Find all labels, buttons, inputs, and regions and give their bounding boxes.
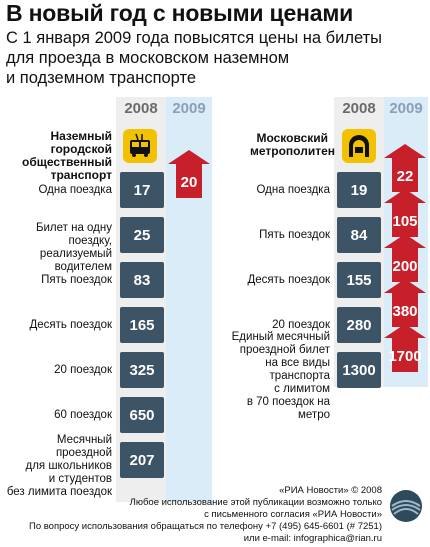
price-increase-arrow <box>168 150 210 203</box>
price-increase-arrow <box>384 234 426 287</box>
category-line: Московский <box>256 131 328 145</box>
price-2009-value: 200 <box>392 258 418 275</box>
ria-novosti-logo <box>390 490 422 522</box>
category-line: метрополитен <box>250 144 336 158</box>
fare-label: Билет на одну поездку, реализуемый водите… <box>2 222 112 274</box>
fare-label: Месячный проездной для школьников и студен… <box>2 434 112 499</box>
footer-line: По вопросу использования обращаться по т… <box>28 521 382 532</box>
footer-line: или e-mail: infographica@rian.ru <box>243 533 382 544</box>
price-2008-box: 83 <box>120 262 164 298</box>
price-2009-value: 1700 <box>388 348 422 365</box>
fare-label: Десять поездок <box>2 319 112 332</box>
fare-label-line: Одна поездка <box>256 183 330 196</box>
fare-label: Одна поездка <box>224 184 330 197</box>
year-2009-label: 2009 <box>172 100 206 117</box>
fare-label-line: Билет на одну поездку, <box>35 222 112 247</box>
price-increase-arrow <box>384 144 426 197</box>
page-title: В новый год с новыми ценами <box>6 0 354 26</box>
fare-label-line: 60 поездок <box>54 408 112 421</box>
fare-label-line: и студентов <box>48 473 112 485</box>
subtitle: С 1 января 2009 года повысятся цены на б… <box>6 28 426 88</box>
price-2008-box: 84 <box>337 217 381 253</box>
subtitle-line: и подземном транспорте <box>6 69 197 87</box>
fare-label-line: с лимитом <box>274 383 330 395</box>
fare-label-line: 20 поездок <box>54 363 112 376</box>
price-2008-box: 165 <box>120 307 164 343</box>
year-2009-label: 2009 <box>389 100 423 117</box>
price-increase-arrow <box>384 324 426 377</box>
category-line: Наземный городской <box>50 129 112 156</box>
year-2008-label: 2008 <box>124 100 158 117</box>
price-2008-box: 650 <box>120 397 164 433</box>
price-increase-arrow <box>384 189 426 242</box>
price-2008-box: 280 <box>337 307 381 343</box>
footer-line: с письменного согласия «РИА Новости» <box>204 509 382 520</box>
fare-label: Пять поездок <box>2 274 112 287</box>
fare-label: 20 поездок <box>224 319 330 332</box>
fare-label-line: на все виды <box>265 357 330 369</box>
fare-label-line: в 70 поездок на метро <box>246 396 330 421</box>
price-2008-box: 1300 <box>337 352 381 388</box>
footer-line: «РИА Новости» © 2008 <box>279 485 382 496</box>
category-line: общественный <box>22 155 112 169</box>
price-2008-box: 155 <box>337 262 381 298</box>
fare-label-line: Месячный проездной <box>55 434 112 459</box>
category-line: транспорт <box>50 168 112 182</box>
surface-transport-title: Наземный городской общественный транспор… <box>0 130 112 182</box>
year-2008-label: 2008 <box>342 100 376 117</box>
price-2008-box: 17 <box>120 172 164 208</box>
footer-credits: «РИА Новости» © 2008 Любое использование… <box>2 485 382 545</box>
subtitle-line: для проезда в московском наземном <box>6 49 290 67</box>
fare-label-line: 20 поездок <box>272 318 330 331</box>
metro-title: Московский метрополитен <box>250 131 336 158</box>
price-2008-box: 207 <box>120 442 164 478</box>
subtitle-line: С 1 января 2009 года повысятся цены на б… <box>6 29 382 47</box>
price-2009-value: 380 <box>392 303 418 320</box>
price-2008-box: 325 <box>120 352 164 388</box>
price-2008-box: 19 <box>337 172 381 208</box>
fare-label-line: без лимита поездок <box>6 486 112 498</box>
fare-label: Единый месячный проездной билет на все вид… <box>224 331 330 422</box>
column-2008-background <box>116 97 166 502</box>
price-increase-arrow <box>384 279 426 332</box>
metro-tunnel-icon <box>342 129 376 163</box>
fare-label-line: Пять поездок <box>41 273 112 286</box>
fare-label-line: Пять поездок <box>259 228 330 241</box>
price-2009-value: 22 <box>396 168 414 185</box>
price-2008-box: 25 <box>120 217 164 253</box>
trolleybus-icon <box>123 129 157 163</box>
price-2009-value: 20 <box>180 174 198 191</box>
fare-label-line: реализуемый водителем <box>39 248 112 273</box>
fare-label-line: транспорта <box>269 370 330 382</box>
fare-label: Пять поездок <box>224 229 330 242</box>
fare-label-line: Десять поездок <box>29 318 112 331</box>
footer-line: Любое использование этой публикации возм… <box>129 497 382 508</box>
fare-label-line: для школьников <box>25 460 112 472</box>
fare-label-line: проездной билет <box>239 344 330 356</box>
fare-label-line: Единый месячный <box>231 331 330 343</box>
fare-label: Одна поездка <box>2 184 112 197</box>
fare-label: 20 поездок <box>2 364 112 377</box>
fare-label: 60 поездок <box>2 409 112 422</box>
price-2009-value: 105 <box>392 213 418 230</box>
fare-label-line: Десять поездок <box>247 273 330 286</box>
fare-label: Десять поездок <box>224 274 330 287</box>
fare-label-line: Одна поездка <box>38 183 112 196</box>
